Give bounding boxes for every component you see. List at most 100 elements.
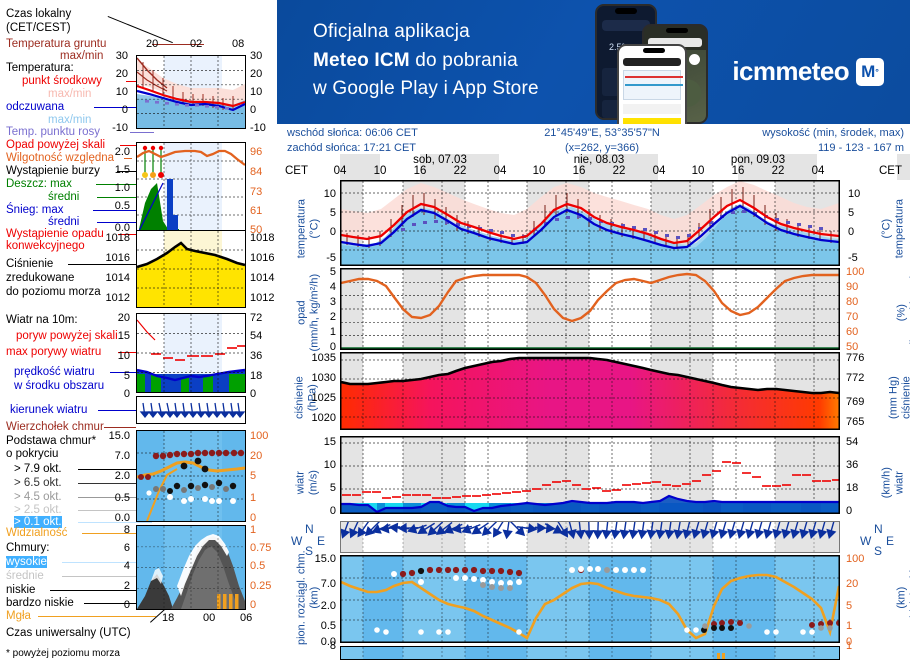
- legend-item-rain-max: Deszcz: max: [6, 178, 72, 190]
- legend-thumb-wind-direction: [136, 396, 246, 424]
- mini-tick-fog-l-2: 4: [123, 560, 130, 572]
- banner-text: Oficjalna aplikacja Meteo ICM do pobrani…: [313, 18, 539, 104]
- legend-item-clouds-low: niskie: [6, 584, 36, 596]
- leader-line: [130, 132, 154, 133]
- compass-n: N: [305, 522, 314, 536]
- leader-line: [78, 497, 152, 498]
- mini-tick-prs-l-0: 1018: [105, 232, 130, 244]
- legend-item-ground-temp: Temperatura gruntu: [6, 38, 107, 50]
- time-axis-header: CET CET sob, 07.03 nie, 08.03 pon, 09.03…: [277, 154, 910, 180]
- ytick-wnd-r-0: 54: [846, 436, 859, 448]
- leader-line: [78, 469, 152, 470]
- leader-line: [82, 533, 154, 534]
- mini-hour-18: 18: [162, 612, 175, 624]
- mini-tick-fog-l-1: 6: [123, 542, 130, 554]
- mini-tick-prs-r-2: 1014: [250, 272, 275, 284]
- ytick-prs-r-2: 769: [846, 396, 865, 408]
- leader-line: [152, 44, 204, 45]
- mini-tick-prs-r-0: 1018: [250, 232, 275, 244]
- chart-wind[interactable]: [340, 436, 840, 514]
- legend-item-clouds-verylow: bardzo niskie: [6, 597, 74, 609]
- legend-item-convective: Wystąpienie opadu: [6, 228, 104, 240]
- leader-line: [104, 427, 136, 428]
- leader-line: [96, 184, 152, 185]
- chart-precipitation-humidity[interactable]: [340, 268, 840, 350]
- app-promo-banner[interactable]: Oficjalna aplikacja Meteo ICM do pobrani…: [277, 0, 910, 124]
- leader-line: [107, 16, 173, 44]
- legend-item-gust-overscale: poryw powyżej skali: [16, 330, 118, 342]
- mini-tick-fog-r-2: 0.5: [250, 560, 266, 572]
- ytick-temp-l-1: 5: [329, 207, 336, 219]
- leader-line: [62, 562, 154, 563]
- legend-item-apparent-maxmin: max/min: [48, 114, 92, 126]
- mini-tick-cld-r-4: 0: [250, 512, 257, 524]
- mini-tick-prs-r-3: 1012: [250, 292, 275, 304]
- hour-label-6: 16: [572, 165, 586, 177]
- leader-line: [78, 483, 152, 484]
- legend-item-okt-65: > 6.5 okt.: [14, 477, 62, 489]
- mini-tick-prs-l-3: 1012: [105, 292, 130, 304]
- legend-item-snow-mean: średni: [48, 216, 80, 228]
- ytick-vis-r-3: 1: [846, 620, 853, 632]
- phone-mockup-front: [617, 44, 687, 124]
- mini-tick-pre-l-3: 0.5: [114, 200, 130, 212]
- ytick-hum-r-3: 70: [846, 311, 859, 323]
- ytick-pre-l-1: 4: [329, 281, 336, 293]
- ytick-fog-l-0: 8: [329, 640, 336, 652]
- icmmeteo-logo[interactable]: icmmeteo M °: [732, 56, 884, 87]
- banner-line-2-rest: do pobrania: [409, 49, 518, 71]
- hour-label-7: 22: [612, 165, 626, 177]
- chart-cloud-layers[interactable]: [340, 646, 840, 660]
- compass-n: N: [874, 522, 883, 536]
- leader-line: [118, 352, 146, 353]
- banner-line-2: Meteo ICM do pobrania: [313, 47, 539, 76]
- day-label-1: nie, 08.03: [573, 154, 625, 166]
- legend-item-thunderstorm: Wystąpienie burzy: [6, 165, 100, 177]
- ytick-hum-r-5: 50: [846, 341, 859, 353]
- leader-line: [124, 158, 132, 159]
- leader-line: [97, 222, 141, 223]
- hour-label-11: 22: [771, 165, 785, 177]
- ytick-pre-l-3: 2: [329, 311, 336, 323]
- mini-tick-wnd-r-0: 72: [250, 312, 263, 324]
- legend-thumb-temperature: [136, 55, 246, 129]
- coords-text: 21°45'49"E, 53°35'57"N: [544, 127, 660, 139]
- mini-hour-08: 08: [232, 38, 245, 50]
- chart-pressure[interactable]: [340, 352, 840, 430]
- mini-tick-prs-r-1: 1016: [250, 252, 275, 264]
- ytick-temp-l-3: -5: [326, 252, 336, 264]
- ytick-hum-r-4: 60: [846, 326, 859, 338]
- leader-line: [78, 510, 152, 511]
- legend-thumb-cloud-layers: [136, 525, 246, 610]
- mini-tick-cld-l-0: 15.0: [108, 430, 130, 442]
- legend-item-okt-25: > 2.5 okt.: [14, 504, 62, 516]
- ytick-hum-r-1: 90: [846, 281, 859, 293]
- mini-tick-temp-r-0: 30: [250, 50, 263, 62]
- chart-temperature[interactable]: [340, 180, 840, 266]
- leader-line: [62, 576, 154, 577]
- location-info-bar: wschód słońca: 06:06 CET zachód słońca: …: [277, 124, 910, 154]
- mini-tick-pre-l-1: 1.5: [114, 164, 130, 176]
- ytick-pre-l-5: 0: [329, 341, 336, 353]
- ytick-prs-r-1: 772: [846, 372, 865, 384]
- mini-hour-06: 06: [240, 612, 253, 624]
- chart-wind-direction[interactable]: [340, 521, 840, 553]
- leader-line: [78, 522, 152, 523]
- ytick-cld-l-2: 2.0: [320, 600, 336, 612]
- ytick-vis-r-4: 0: [846, 636, 853, 648]
- legend-item-pressure-3: do poziomu morza: [6, 286, 101, 298]
- chart-clouds-visibility[interactable]: [340, 555, 840, 643]
- legend-item-convective-2: konwekcyjnego: [6, 240, 85, 252]
- legend-item-fog: Mgła: [6, 610, 31, 622]
- leader-line: [68, 264, 154, 265]
- legend-item-precip-overscale: Opad powyżej skali: [6, 139, 106, 151]
- ytick-vis-r-2: 5: [846, 600, 853, 612]
- legend-item-cloud-top: Wierzchołek chmur: [6, 421, 104, 433]
- legend-item-cloud-cover: o pokryciu: [6, 448, 59, 460]
- axis-label-wind-right: (km/h) wiatr: [880, 467, 905, 499]
- ytick-pre-l-4: 1: [329, 326, 336, 338]
- ytick-prs-l-0: 1035: [311, 352, 336, 364]
- mini-tick-pre-r-3: 61: [250, 205, 263, 217]
- legend-item-max-gusts: max porywy wiatru: [6, 346, 102, 358]
- mini-tick-temp-l-4: -10: [112, 122, 128, 134]
